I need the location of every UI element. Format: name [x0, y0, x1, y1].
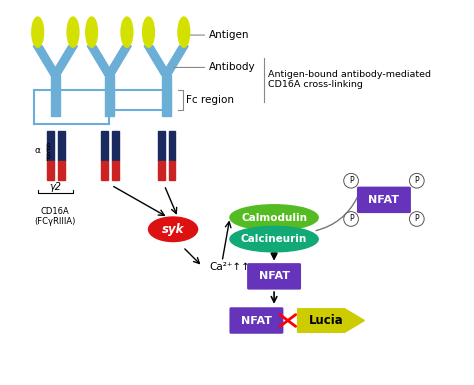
- Ellipse shape: [67, 17, 79, 47]
- Ellipse shape: [148, 217, 198, 241]
- Bar: [47, 131, 54, 161]
- Bar: [112, 131, 118, 161]
- Text: syk: syk: [162, 223, 184, 236]
- Polygon shape: [87, 46, 114, 75]
- Ellipse shape: [121, 17, 133, 47]
- Text: β: β: [45, 152, 50, 161]
- Bar: [58, 161, 64, 180]
- Ellipse shape: [178, 17, 190, 47]
- Ellipse shape: [230, 226, 318, 252]
- Text: α: α: [35, 146, 41, 155]
- Text: NFAT: NFAT: [259, 271, 290, 281]
- Text: Fc region: Fc region: [186, 95, 234, 105]
- Polygon shape: [51, 46, 77, 75]
- Bar: [169, 131, 175, 161]
- Circle shape: [410, 212, 424, 226]
- Text: γ2: γ2: [49, 182, 61, 192]
- Text: NFAT: NFAT: [368, 195, 400, 205]
- Bar: [105, 75, 114, 117]
- Text: Calcineurin: Calcineurin: [241, 234, 307, 244]
- Bar: [101, 161, 108, 180]
- Text: P: P: [414, 214, 419, 223]
- Ellipse shape: [32, 17, 44, 47]
- Ellipse shape: [230, 205, 318, 230]
- Bar: [101, 131, 108, 161]
- Circle shape: [344, 212, 358, 226]
- FancyBboxPatch shape: [357, 187, 411, 213]
- Bar: [112, 161, 118, 180]
- Bar: [158, 161, 164, 180]
- Bar: [158, 131, 164, 161]
- FancyBboxPatch shape: [229, 307, 283, 334]
- Text: P: P: [414, 176, 419, 185]
- Text: P: P: [349, 176, 354, 185]
- Text: CD16A
(FCγRIIIA): CD16A (FCγRIIIA): [35, 207, 76, 226]
- FancyArrow shape: [298, 309, 365, 332]
- Text: Antibody: Antibody: [210, 62, 256, 72]
- Text: Antigen: Antigen: [210, 30, 250, 40]
- Polygon shape: [144, 46, 171, 75]
- Ellipse shape: [143, 17, 155, 47]
- FancyBboxPatch shape: [247, 263, 301, 290]
- Text: Ca²⁺↑↑: Ca²⁺↑↑: [210, 261, 250, 271]
- Bar: [162, 75, 171, 117]
- Text: Antigen-bound antibody-mediated
CD16A cross-linking: Antigen-bound antibody-mediated CD16A cr…: [268, 70, 431, 89]
- Text: Lucia: Lucia: [309, 314, 344, 327]
- Polygon shape: [33, 46, 60, 75]
- Circle shape: [344, 173, 358, 188]
- Polygon shape: [162, 46, 188, 75]
- Text: NFAT: NFAT: [241, 316, 272, 325]
- Bar: [51, 75, 60, 117]
- Text: β: β: [45, 143, 50, 152]
- Bar: [169, 161, 175, 180]
- Ellipse shape: [86, 17, 98, 47]
- Bar: [47, 161, 54, 180]
- Text: P: P: [349, 214, 354, 223]
- Circle shape: [410, 173, 424, 188]
- Text: Calmodulin: Calmodulin: [241, 213, 307, 223]
- Bar: [58, 131, 64, 161]
- Polygon shape: [105, 46, 131, 75]
